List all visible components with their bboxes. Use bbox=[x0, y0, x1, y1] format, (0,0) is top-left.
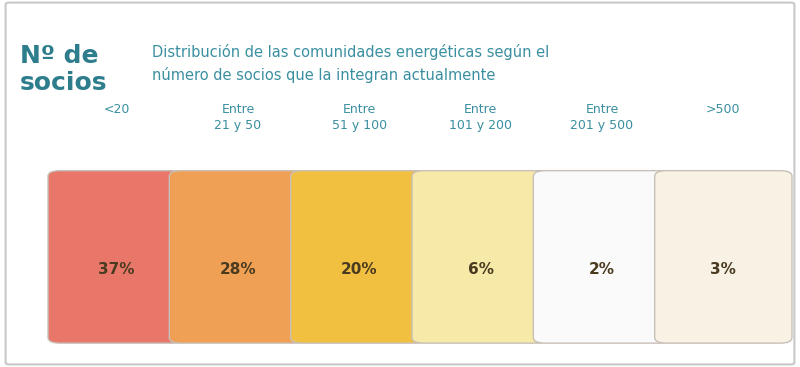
FancyBboxPatch shape bbox=[170, 171, 306, 343]
Text: 28%: 28% bbox=[220, 262, 256, 277]
Text: Distribución de las comunidades energéticas según el
número de socios que la int: Distribución de las comunidades energéti… bbox=[152, 44, 550, 83]
Text: Entre
51 y 100: Entre 51 y 100 bbox=[332, 103, 387, 132]
FancyBboxPatch shape bbox=[290, 171, 428, 343]
Text: Entre
201 y 500: Entre 201 y 500 bbox=[570, 103, 634, 132]
FancyBboxPatch shape bbox=[534, 171, 670, 343]
FancyBboxPatch shape bbox=[654, 171, 792, 343]
Text: Nº de
socios: Nº de socios bbox=[20, 44, 107, 95]
Text: <20: <20 bbox=[103, 103, 130, 116]
Text: 20%: 20% bbox=[341, 262, 378, 277]
Text: 6%: 6% bbox=[468, 262, 494, 277]
Text: 3%: 3% bbox=[710, 262, 736, 277]
Text: Entre
21 y 50: Entre 21 y 50 bbox=[214, 103, 262, 132]
FancyBboxPatch shape bbox=[412, 171, 550, 343]
Text: >500: >500 bbox=[706, 103, 741, 116]
FancyBboxPatch shape bbox=[48, 171, 186, 343]
Text: 37%: 37% bbox=[98, 262, 135, 277]
Text: Entre
101 y 200: Entre 101 y 200 bbox=[449, 103, 512, 132]
FancyBboxPatch shape bbox=[6, 3, 794, 364]
Text: 2%: 2% bbox=[589, 262, 615, 277]
